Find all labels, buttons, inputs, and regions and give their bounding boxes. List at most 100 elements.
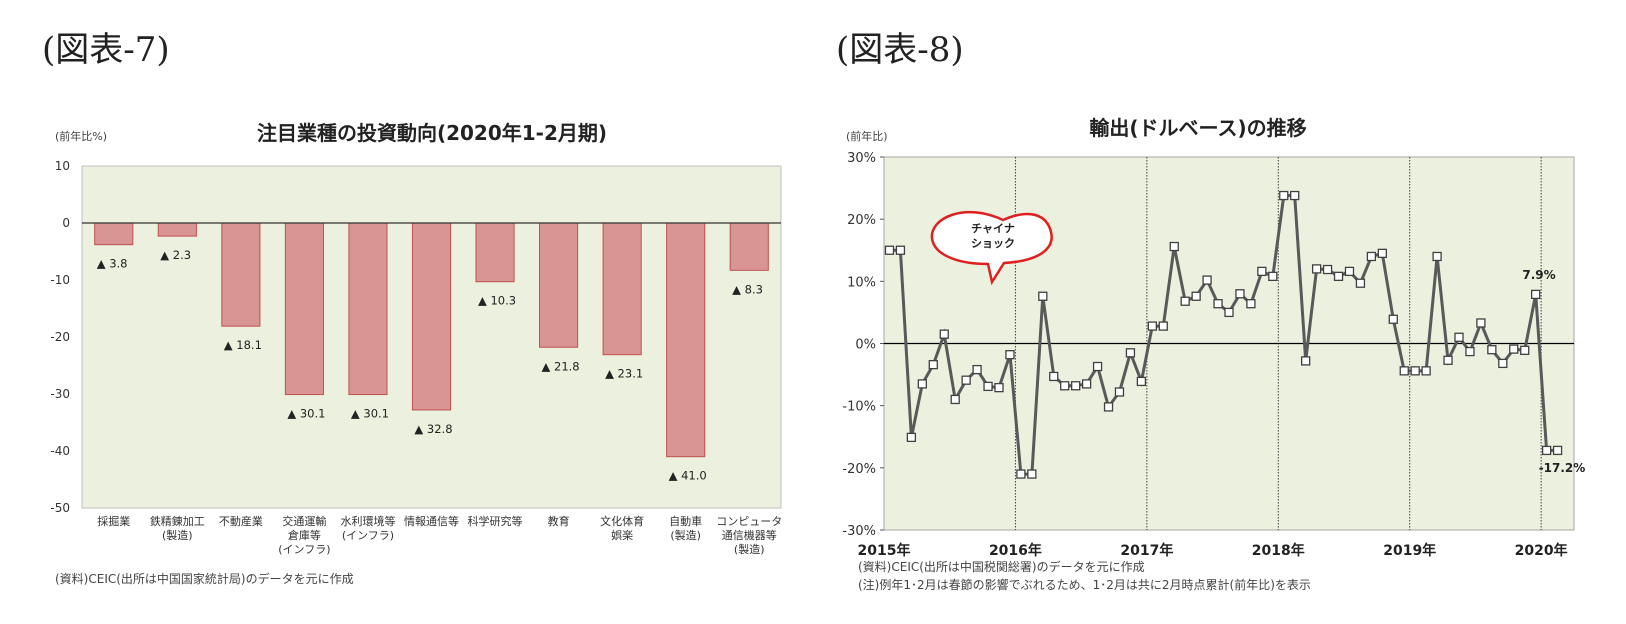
chart7-x-tick-label: (インフラ) [278, 543, 330, 556]
chart8-point [972, 364, 982, 375]
callout-text-line2: ショック [971, 237, 1015, 250]
chart8-point [1005, 350, 1015, 360]
chart7-data-label: ▲ 23.1 [605, 367, 643, 381]
chart7-data-label: ▲ 30.1 [287, 407, 325, 421]
chart8-x-tick-label: 2016年 [989, 542, 1042, 559]
chart8-y-tick-label: -30% [842, 524, 876, 539]
chart8-point [1103, 402, 1114, 412]
chart8-point [1027, 469, 1037, 479]
chart8-point [1344, 266, 1355, 277]
chart7-x-tick-label: 情報通信等 [404, 514, 459, 528]
chart8-point [1421, 366, 1431, 376]
chart8-x-tick-label: 2017年 [1120, 542, 1173, 559]
chart8-point [1158, 321, 1168, 331]
chart7-data-label: ▲ 2.3 [160, 248, 191, 262]
chart8-point [1541, 445, 1552, 456]
chart7-bar [284, 222, 324, 396]
chart7-data-labels: ▲ 3.8 ▲ 2.3 ▲ 18.1 ▲ 30.1 ▲ 30.1 ▲ 32.8 ▲ 10.3… [97, 248, 763, 483]
chart8-x-tick-label: 2019年 [1383, 542, 1436, 559]
chart8-annotation-last-high: 7.9% [1522, 268, 1555, 282]
chart8-point [895, 245, 906, 255]
chart7-x-tick-label: 交通運輸 [282, 514, 326, 528]
chart8-y-tick-label: -10% [842, 400, 876, 415]
chart8-point [1169, 241, 1179, 252]
figure-8-label: (図表-8) [836, 30, 964, 70]
chart7-x-tick-label: 通信機器等 [722, 528, 777, 542]
chart8-x-tick-label: 2018年 [1252, 542, 1305, 559]
chart8-point [1038, 291, 1048, 301]
chart8-callout: チャイナ ショック [930, 211, 1053, 286]
chart8-point [1246, 299, 1256, 309]
chart8-x-axis: 2015年 2016年 2017年 2018年 2019年 2020年 [858, 157, 1568, 559]
chart8-point [1114, 387, 1125, 397]
chart7-bar [157, 222, 197, 237]
chart8-point [1410, 366, 1420, 376]
chart8-x-tick-label: 2015年 [858, 542, 911, 559]
chart7-bar [411, 222, 452, 411]
chart8-point [1092, 361, 1103, 372]
chart7-y-tick-label: -10 [50, 273, 70, 287]
chart8-point [1355, 278, 1366, 288]
chart8-point [1060, 381, 1070, 391]
chart7-title: 注目業種の投資動向(2020年1-2月期) [257, 121, 607, 145]
chart7-bar [94, 222, 134, 246]
chart8-point [1454, 332, 1464, 342]
chart8-point [1509, 344, 1519, 354]
chart7-y-tick-label: -20 [50, 330, 70, 344]
chart8-point [1213, 299, 1223, 309]
callout-text-line1: チャイナ [971, 222, 1015, 235]
chart7-data-label: ▲ 10.3 [478, 294, 516, 308]
chart8-point [1290, 190, 1300, 201]
chart8-y-tick-label: 0% [855, 338, 876, 353]
chart8-point [994, 382, 1004, 393]
chart7-y-axis: 10 0 -10 -20 -30 -40 -50 [50, 159, 70, 515]
chart8-point [1388, 314, 1398, 324]
chart8-point [1268, 271, 1278, 282]
chart7-x-tick-label: 娯楽 [611, 528, 633, 542]
chart7-x-tick-label: (製造) [734, 542, 765, 556]
chart7-data-label: ▲ 18.1 [224, 338, 262, 352]
chart7-data-label: ▲ 41.0 [669, 469, 707, 483]
chart8-point [884, 245, 895, 255]
chart8-y-tick-label: -20% [842, 462, 876, 477]
chart8-point [961, 375, 971, 385]
chart7-bar [348, 222, 388, 396]
chart7-bars [94, 222, 769, 458]
bar-chart-investment: 注目業種の投資動向(2020年1-2月期) (前年比%) 10 0 -10 -20 -3… [50, 121, 782, 586]
chart8-point [1476, 318, 1486, 328]
chart8-y-tick-label: 10% [847, 275, 876, 290]
chart7-x-tick-label: 不動産業 [219, 514, 263, 528]
chart8-point [983, 381, 993, 392]
chart8-point [1531, 289, 1541, 300]
chart8-point [906, 432, 917, 443]
chart8-y-tick-label: 20% [847, 213, 876, 228]
chart8-point [939, 329, 949, 339]
chart7-x-tick-label: 教育 [548, 514, 570, 528]
chart8-point [1180, 296, 1190, 306]
chart7-x-axis: 採掘業 鉄精錬加工(製造)不動産業 交通運輸倉庫等(インフラ)水利環境等(インフラ)… [97, 514, 782, 556]
chart7-y-tick-label: -40 [50, 444, 70, 458]
chart8-point [1432, 251, 1442, 262]
chart8-point [1257, 266, 1267, 277]
chart8-series-line [889, 194, 1558, 476]
chart7-data-label: ▲ 21.8 [542, 359, 580, 373]
callout-bubble [930, 211, 1053, 286]
chart8-y-tick-label: 30% [847, 151, 876, 166]
chart8-point [1311, 264, 1322, 274]
chart8-footnote: (注)例年1･2月は春節の影響でぶれるため、1･2月は共に2月時点累計(前年比)… [858, 577, 1311, 592]
chart8-point [1016, 469, 1026, 479]
chart8-title: 輸出(ドルベース)の推移 [1089, 116, 1306, 140]
chart8-point [1552, 445, 1563, 456]
chart8-point [1465, 346, 1475, 357]
chart7-data-label: ▲ 32.8 [414, 422, 452, 436]
chart7-y-tick-label: -30 [50, 387, 70, 401]
chart8-point [1366, 251, 1377, 262]
chart8-point [1049, 371, 1059, 382]
chart8-point [1301, 356, 1311, 366]
chart8-point [1377, 248, 1387, 259]
chart7-x-tick-label: (インフラ) [342, 529, 394, 542]
chart8-y-axis: 30% 20% 10% 0% -10% -20% -30% [842, 151, 884, 539]
chart8-point [1071, 381, 1081, 391]
chart8-point [1520, 345, 1530, 355]
chart8-point [1322, 264, 1333, 275]
